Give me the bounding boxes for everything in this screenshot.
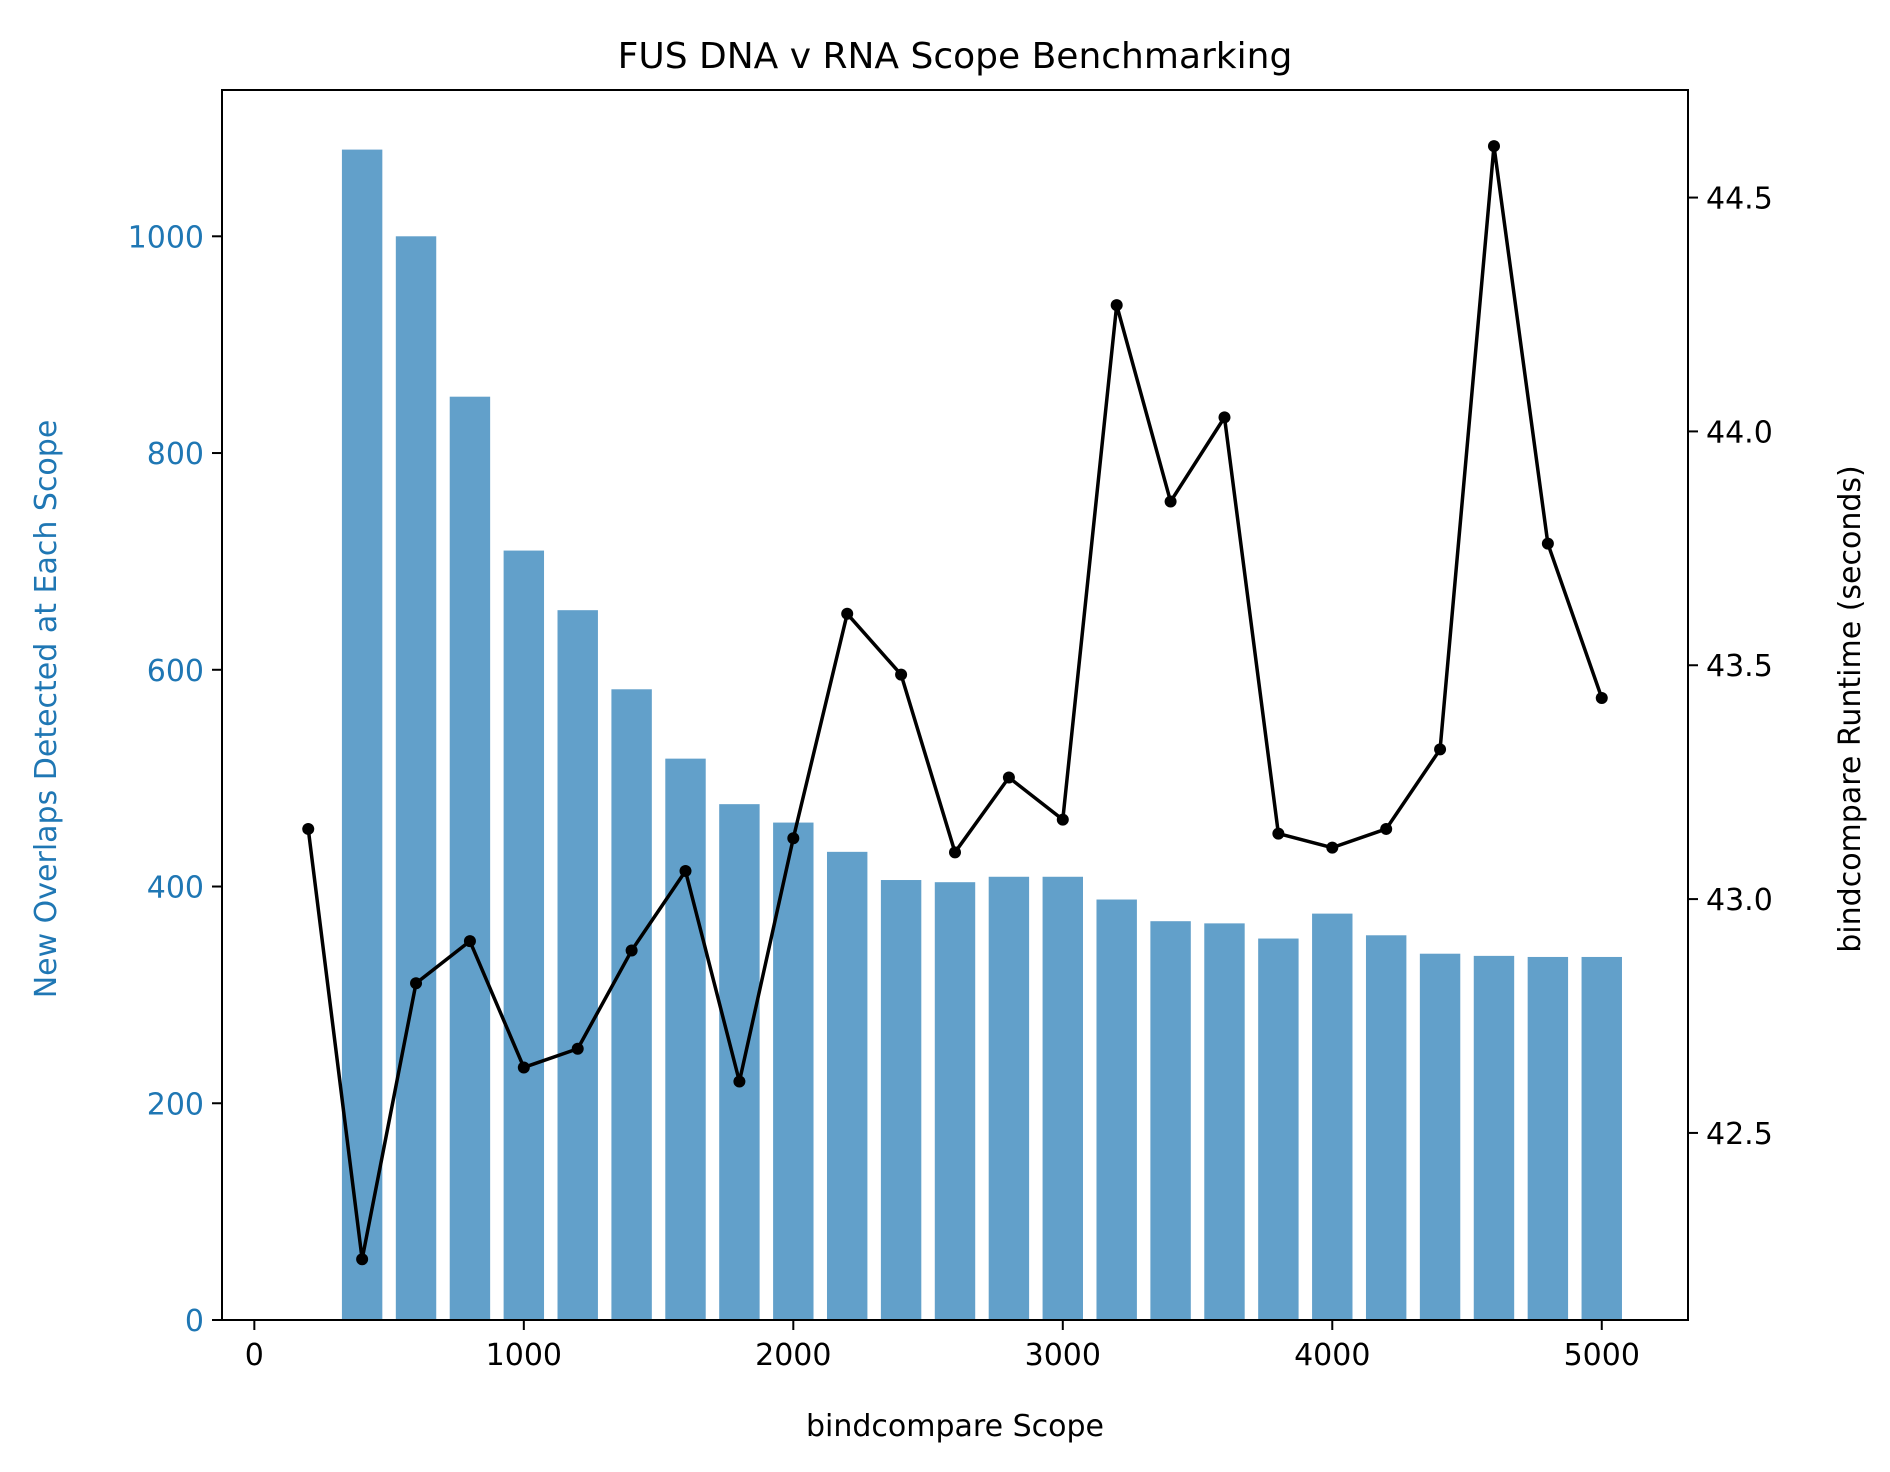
right-y-axis-label: bindcompare Runtime (seconds) xyxy=(1833,465,1868,952)
runtime-point-2800 xyxy=(1002,771,1015,784)
runtime-point-200 xyxy=(302,822,315,835)
runtime-point-3200 xyxy=(1110,299,1123,312)
bar-2200 xyxy=(826,851,868,1320)
runtime-point-2000 xyxy=(787,832,800,845)
ticks-layer: 0 1000 2000 3000 4000 5000 0 200 400 600 800 1000 42… xyxy=(128,182,1773,1373)
runtime-point-4800 xyxy=(1541,537,1554,550)
plot-frame xyxy=(221,89,1689,1321)
runtime-point-4600 xyxy=(1487,140,1500,153)
bar-1000 xyxy=(503,550,545,1320)
left-y-tick-label: 1000 xyxy=(128,220,204,255)
bar-3600 xyxy=(1204,923,1245,1320)
x-tick-label: 4000 xyxy=(1294,1338,1370,1373)
right-y-tick-label: 43.5 xyxy=(1706,649,1773,684)
right-y-tick-label: 44.5 xyxy=(1706,182,1773,217)
bar-1400 xyxy=(611,689,652,1320)
left-y-tick-label: 800 xyxy=(147,437,204,472)
bar-4600 xyxy=(1473,955,1515,1320)
left-y-tick-label: 0 xyxy=(185,1304,204,1339)
runtime-point-1800 xyxy=(733,1075,746,1088)
right-y-tick-label: 44.0 xyxy=(1706,415,1773,450)
runtime-point-400 xyxy=(356,1253,369,1266)
runtime-point-3600 xyxy=(1218,411,1231,424)
runtime-point-4200 xyxy=(1380,822,1393,835)
x-tick-label: 5000 xyxy=(1564,1338,1640,1373)
bars-layer xyxy=(341,149,1622,1321)
x-axis-label: bindcompare Scope xyxy=(806,1409,1104,1444)
bar-4800 xyxy=(1527,956,1569,1320)
runtime-line-layer xyxy=(302,140,1608,1266)
bar-1800 xyxy=(719,804,760,1320)
bar-600 xyxy=(395,236,437,1320)
bar-4200 xyxy=(1365,935,1407,1320)
bar-3800 xyxy=(1258,938,1299,1320)
bar-2600 xyxy=(934,882,976,1320)
bar-4400 xyxy=(1419,953,1461,1320)
runtime-point-3400 xyxy=(1164,495,1177,508)
bar-3200 xyxy=(1096,899,1137,1320)
x-tick-label: 3000 xyxy=(1025,1338,1101,1373)
runtime-point-1200 xyxy=(571,1042,584,1055)
x-tick-label: 1000 xyxy=(486,1338,562,1373)
runtime-point-1000 xyxy=(517,1061,530,1074)
runtime-point-800 xyxy=(463,935,476,948)
bar-400 xyxy=(341,149,383,1321)
left-y-tick-label: 200 xyxy=(147,1087,204,1122)
bar-2800 xyxy=(988,876,1030,1320)
bar-3400 xyxy=(1150,921,1191,1320)
bar-2400 xyxy=(880,880,922,1320)
left-y-tick-label: 600 xyxy=(147,654,204,689)
runtime-point-600 xyxy=(410,977,423,990)
bar-3000 xyxy=(1042,876,1083,1320)
right-y-tick-label: 42.5 xyxy=(1706,1117,1773,1152)
runtime-point-1400 xyxy=(625,944,638,957)
bar-1200 xyxy=(557,610,598,1320)
runtime-point-4000 xyxy=(1326,841,1339,854)
runtime-point-1600 xyxy=(679,865,692,878)
runtime-point-2400 xyxy=(895,668,908,681)
axes-layer xyxy=(221,89,1689,1321)
right-y-tick-label: 43.0 xyxy=(1706,883,1773,918)
x-tick-label: 0 xyxy=(245,1338,264,1373)
runtime-point-5000 xyxy=(1595,691,1608,704)
left-y-axis-label: New Overlaps Detected at Each Scope xyxy=(29,420,64,999)
bar-4000 xyxy=(1312,913,1353,1320)
bar-1600 xyxy=(665,758,706,1320)
bar-800 xyxy=(449,396,491,1320)
runtime-point-2200 xyxy=(841,607,854,620)
left-y-tick-label: 400 xyxy=(147,871,204,906)
runtime-point-2600 xyxy=(949,846,961,859)
x-tick-label: 2000 xyxy=(755,1338,831,1373)
runtime-point-3800 xyxy=(1272,827,1285,840)
chart-title: FUS DNA v RNA Scope Benchmarking xyxy=(618,36,1293,77)
bar-5000 xyxy=(1581,956,1622,1320)
runtime-point-3000 xyxy=(1056,813,1069,826)
runtime-point-4400 xyxy=(1434,743,1447,756)
